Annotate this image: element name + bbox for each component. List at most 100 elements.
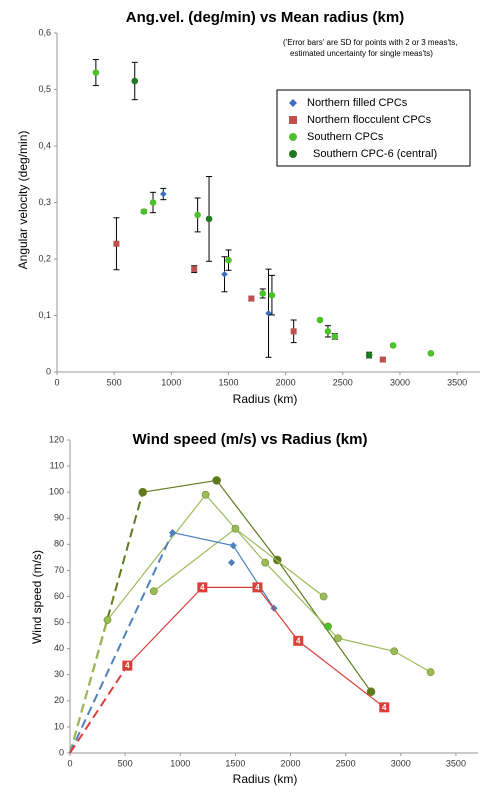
legend-label: Southern CPC-6 (central) [313,148,437,160]
marker [366,687,376,697]
y-tick-label: 50 [54,617,64,627]
line-segment [235,528,324,597]
x-tick-label: 3500 [446,758,466,768]
marker [149,199,157,206]
marker [331,333,339,340]
marker [160,190,167,198]
marker [390,647,399,656]
marker [290,328,297,335]
marker [140,208,148,215]
marker [131,77,139,85]
marker-label: 4 [382,703,387,712]
chart-title: Wind speed (m/s) vs Radius (km) [133,431,368,448]
x-tick-label: 1000 [161,377,181,387]
marker [113,240,120,247]
marker [265,309,272,317]
line-segment [232,545,275,609]
x-tick-label: 3500 [447,377,467,387]
x-axis-label: Radius (km) [233,392,298,406]
marker [168,528,177,537]
x-tick-label: 0 [67,758,72,768]
marker-label: 4 [296,636,301,645]
y-tick-label: 0,4 [38,140,51,150]
marker [259,290,267,297]
marker [252,582,263,593]
y-tick-label: 0,2 [38,253,51,263]
marker [103,616,112,624]
marker [379,702,390,713]
y-tick-label: 0,1 [38,310,51,320]
x-tick-label: 1500 [218,377,238,387]
line-segment [297,640,385,708]
annotation: ('Error bars' are SD for points with 2 o… [283,38,457,47]
marker [334,634,342,643]
dashed-segment [69,665,129,754]
line-segment [216,480,278,561]
marker [319,592,328,601]
legend-marker [289,116,297,124]
legend-box [276,89,471,167]
marker-label: 4 [255,583,260,592]
marker [268,291,276,299]
chart-title: Ang.vel. (deg/min) vs Mean radius (km) [126,9,404,26]
y-tick-label: 0,3 [38,197,51,207]
x-tick-label: 3000 [390,377,410,387]
line-segment [126,586,203,667]
x-tick-label: 1500 [225,758,245,768]
legend-label: Northern filled CPCs [307,97,408,109]
x-axis-label: Radius (km) [233,772,298,786]
marker [229,542,237,550]
y-tick-label: 120 [49,434,64,444]
legend-label: Northern flocculent CPCs [307,114,432,126]
line-segment [337,637,395,652]
marker [138,487,148,497]
marker [197,582,208,593]
y-tick-label: 80 [54,539,64,549]
y-tick-label: 0,6 [38,27,51,37]
x-tick-label: 2000 [276,377,296,387]
x-tick-label: 500 [107,377,122,387]
marker [191,266,198,273]
marker [122,660,133,671]
marker [389,342,397,349]
line-segment [276,559,372,693]
marker [324,328,332,335]
annotation: estimated uncertainty for single meas'ts… [290,49,433,58]
x-tick-label: 2500 [333,377,353,387]
marker [149,587,158,596]
marker [365,351,373,359]
marker [221,270,228,278]
marker [205,215,213,223]
marker [379,356,386,363]
y-tick-label: 0 [46,366,51,376]
marker [92,69,100,76]
line-segment [393,650,431,673]
x-tick-label: 2500 [336,758,356,768]
x-tick-label: 0 [54,377,59,387]
marker [231,524,240,533]
dashed-segment [69,532,174,754]
marker [316,316,324,324]
y-axis-label: Angular velocity (deg/min) [16,131,30,270]
marker [427,350,435,357]
line-segment [107,494,207,621]
legend-marker [289,133,297,141]
y-tick-label: 90 [54,513,64,523]
legend-label: Southern CPCs [307,131,384,143]
line-segment [172,532,234,547]
marker [225,256,232,264]
marker [248,295,255,302]
line-segment [153,528,236,592]
line-segment [256,587,299,642]
marker [194,211,201,219]
dashed-segment [69,619,109,754]
y-tick-label: 30 [54,669,64,679]
y-tick-label: 20 [54,695,64,705]
y-axis-label: Wind speed (m/s) [30,550,44,644]
y-tick-label: 70 [54,565,64,575]
marker [426,668,435,677]
y-tick-label: 40 [54,643,64,653]
marker [293,635,304,646]
marker [261,558,270,567]
